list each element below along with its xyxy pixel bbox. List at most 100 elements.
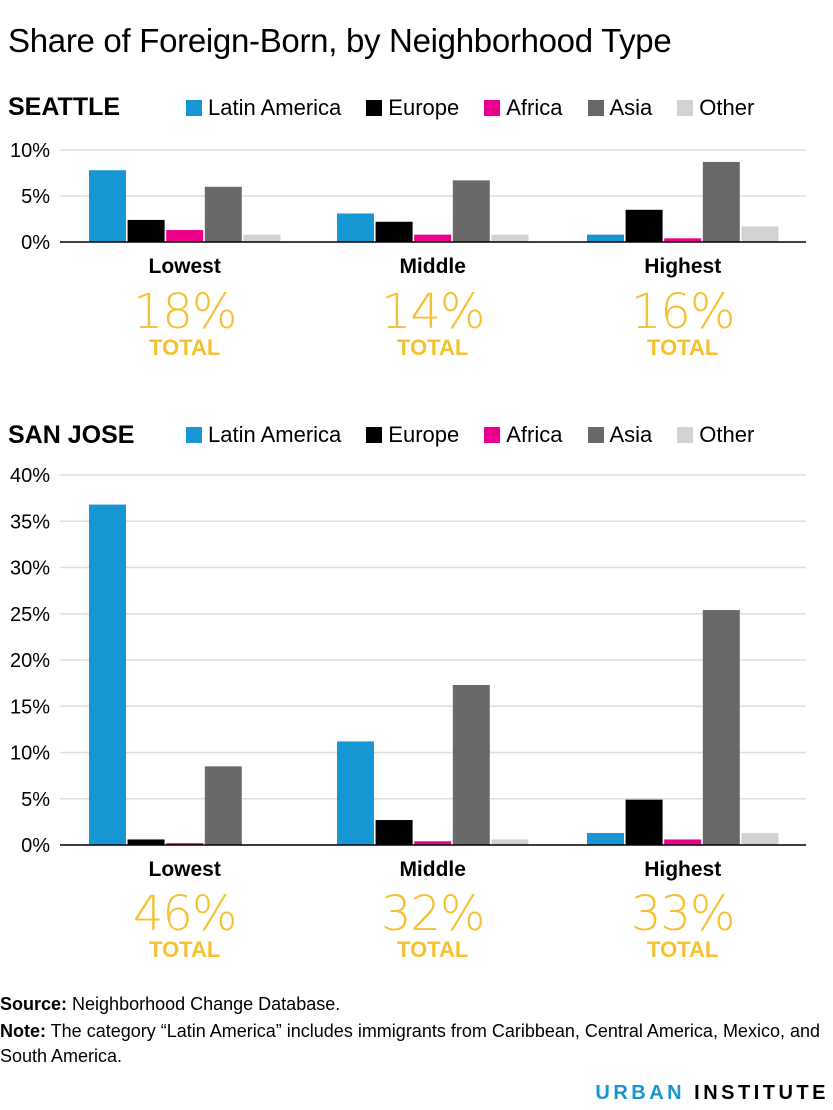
y-tick-label: 10%	[10, 743, 50, 765]
category-note: Note: The category “Latin America” inclu…	[0, 1019, 830, 1069]
total-percent: 46%	[132, 886, 238, 942]
total-middle: 14% TOTAL	[333, 288, 533, 360]
total-highest: 16% TOTAL	[583, 288, 783, 360]
legend-item-europe: Europe	[366, 95, 459, 121]
total-lowest: 18% TOTAL	[85, 288, 285, 360]
panel-title-san-jose: SAN JOSE	[8, 421, 135, 449]
total-label: TOTAL	[149, 937, 221, 962]
y-tick-label: 0%	[21, 232, 50, 254]
legend-label-europe: Europe	[388, 422, 460, 447]
legend-label-latin-america: Latin America	[208, 422, 342, 447]
legend-swatch-asia	[587, 427, 604, 443]
note-label: Note:	[0, 1021, 46, 1041]
bar-highest-other	[741, 832, 779, 845]
total-label: TOTAL	[397, 335, 469, 360]
legend-item-asia: Asia	[587, 422, 653, 448]
legend-swatch-other	[677, 427, 694, 443]
legend-label-asia: Asia	[609, 422, 653, 447]
bar-middle-other	[491, 234, 529, 242]
legend-label-asia: Asia	[609, 95, 653, 120]
bar-lowest-europe	[127, 219, 165, 242]
bar-middle-europe	[375, 221, 413, 242]
legend-swatch-latin-america	[186, 100, 202, 116]
bar-middle-latin-america	[337, 741, 374, 845]
bar-chart-seattle: 0% 5% 10% Lowest Middle Highest	[10, 140, 806, 278]
total-middle: 32% TOTAL	[333, 890, 533, 962]
x-category-label-lowest: Lowest	[149, 255, 221, 278]
bar-lowest-africa	[166, 843, 204, 845]
note-text: The category “Latin America” includes im…	[0, 1021, 820, 1066]
source-label: Source:	[0, 994, 68, 1014]
y-tick-label: 20%	[10, 650, 50, 672]
legend-swatch-africa	[484, 427, 501, 443]
bar-highest-latin-america	[587, 832, 624, 845]
bar-lowest-latin-america	[89, 170, 126, 242]
x-category-label-highest: Highest	[644, 858, 721, 881]
x-category-label-middle: Middle	[399, 858, 466, 881]
legend-swatch-europe	[366, 427, 383, 443]
x-category-label-highest: Highest	[644, 255, 721, 278]
legend-seattle: Latin America Europe Africa Asia Other	[186, 95, 779, 121]
brand-urban: URBAN	[595, 1082, 686, 1104]
bar-middle-other	[491, 839, 529, 845]
legend-label-europe: Europe	[388, 95, 460, 120]
bar-lowest-asia	[204, 766, 242, 845]
urban-institute-logo: URBAN INSTITUTE	[595, 1082, 829, 1105]
panel-title-seattle: SEATTLE	[8, 93, 121, 121]
legend-item-africa: Africa	[484, 422, 563, 448]
legend-item-asia: Asia	[587, 95, 653, 121]
total-percent: 14%	[380, 284, 486, 340]
bar-highest-other	[741, 226, 779, 242]
bar-highest-europe	[625, 799, 663, 845]
total-percent: 32%	[380, 886, 486, 942]
bar-lowest-other	[243, 234, 281, 242]
y-tick-label: 40%	[10, 465, 50, 487]
source-text: Neighborhood Change Database.	[67, 994, 341, 1014]
legend-item-africa: Africa	[484, 95, 563, 121]
x-category-label-middle: Middle	[399, 255, 466, 278]
legend-label-other: Other	[699, 422, 755, 447]
legend-item-latin-america: Latin America	[186, 422, 341, 448]
bar-highest-africa	[664, 238, 702, 242]
total-percent: 18%	[132, 284, 238, 340]
legend-label-other: Other	[699, 95, 755, 120]
source-note: Source: Neighborhood Change Database.	[0, 992, 830, 1017]
total-percent: 16%	[630, 284, 736, 340]
x-category-label-lowest: Lowest	[149, 858, 221, 881]
y-tick-label: 35%	[10, 511, 50, 533]
legend-label-africa: Africa	[506, 422, 563, 447]
y-tick-label: 10%	[10, 140, 50, 162]
bar-middle-asia	[452, 180, 490, 242]
legend-swatch-latin-america	[186, 427, 202, 443]
legend-item-other: Other	[677, 422, 754, 448]
bar-middle-africa	[414, 234, 452, 242]
notes: Source: Neighborhood Change Database. No…	[0, 992, 830, 1071]
bar-highest-asia	[702, 610, 740, 845]
y-tick-label: 0%	[21, 835, 50, 857]
bar-lowest-africa	[166, 230, 204, 242]
legend-label-latin-america: Latin America	[208, 95, 342, 120]
y-tick-label: 15%	[10, 696, 50, 718]
bar-middle-africa	[414, 841, 452, 845]
y-tick-label: 5%	[21, 186, 50, 208]
bar-lowest-asia	[204, 186, 242, 242]
total-percent: 33%	[630, 886, 736, 942]
legend-swatch-africa	[484, 100, 501, 116]
total-highest: 33% TOTAL	[583, 890, 783, 962]
bar-highest-latin-america	[587, 234, 624, 242]
bar-middle-latin-america	[337, 213, 374, 242]
bar-middle-europe	[375, 820, 413, 845]
legend-swatch-europe	[366, 100, 383, 116]
legend-label-africa: Africa	[506, 95, 563, 120]
bar-chart-san-jose: 0% 5% 10% 15% 20% 25% 30% 35% 40% Lowest Middle Hig…	[10, 465, 806, 881]
total-label: TOTAL	[397, 937, 469, 962]
total-label: TOTAL	[647, 335, 719, 360]
legend-item-latin-america: Latin America	[186, 95, 341, 121]
legend-item-other: Other	[677, 95, 754, 121]
total-label: TOTAL	[647, 937, 719, 962]
bar-lowest-europe	[127, 839, 165, 845]
bar-lowest-latin-america	[89, 504, 126, 845]
legend-item-europe: Europe	[366, 422, 459, 448]
bar-middle-asia	[452, 684, 490, 845]
bar-highest-europe	[625, 209, 663, 242]
